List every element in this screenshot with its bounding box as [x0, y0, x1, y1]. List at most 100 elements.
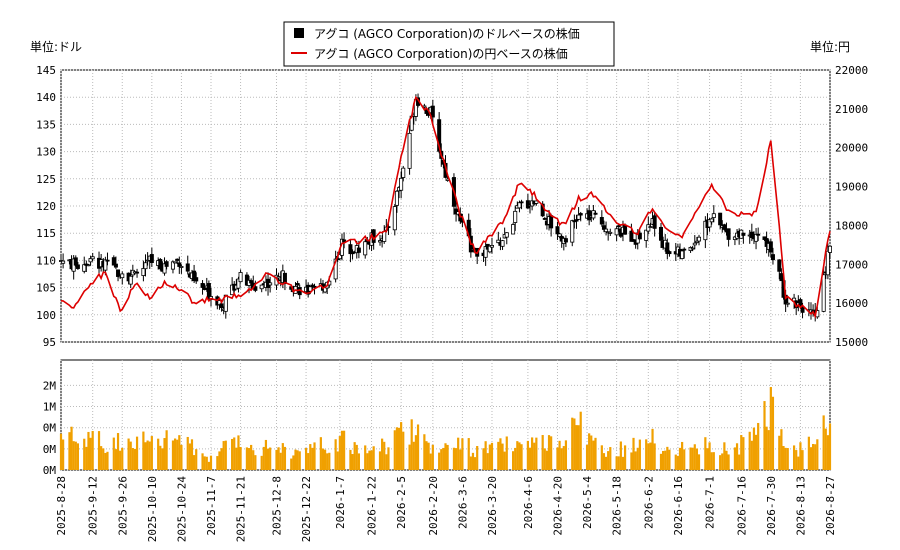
candle-body	[149, 254, 154, 263]
volume-bar	[281, 443, 284, 470]
x-tick-label: 2026-8-13	[794, 476, 807, 536]
x-tick-label: 2026-5-4	[581, 476, 594, 529]
candle-body	[88, 258, 93, 263]
x-tick-label: 2026-4-6	[522, 476, 535, 529]
volume-bar	[602, 453, 606, 470]
volume-bar	[459, 449, 462, 470]
volume-bar	[353, 442, 356, 470]
volume-bar	[319, 437, 322, 470]
volume-bar	[683, 449, 686, 470]
volume-bar	[307, 453, 310, 470]
volume-bar	[550, 436, 553, 470]
volume-bar	[157, 438, 160, 470]
candle-body	[489, 245, 494, 248]
candle-body	[703, 220, 708, 241]
candle-body	[570, 220, 575, 243]
candle-body	[754, 233, 759, 242]
volume-bar	[233, 437, 236, 470]
candle-body	[511, 224, 516, 235]
volume-bar	[497, 441, 500, 470]
volume-bar	[87, 431, 90, 470]
left-tick-label: 135	[36, 118, 56, 131]
volume-bar	[541, 435, 544, 470]
candle-body	[86, 264, 91, 267]
x-tick-label: 2026-6-2	[642, 476, 655, 529]
volume-bar	[188, 443, 191, 470]
volume-bar	[222, 441, 225, 470]
right-tick-label: 15000	[835, 336, 868, 349]
volume-bar	[328, 452, 331, 470]
candle-body	[555, 226, 560, 235]
volume-bar	[116, 433, 120, 470]
volume-bar	[811, 443, 815, 470]
volume-bar	[148, 441, 151, 470]
volume-bar	[237, 435, 240, 470]
volume-bar	[201, 453, 204, 470]
volume-bar	[336, 451, 339, 470]
candle-body	[356, 247, 361, 253]
volume-bar	[600, 445, 603, 470]
volume-bar	[490, 442, 494, 470]
volume-bar	[283, 446, 287, 470]
volume-bar	[59, 433, 63, 470]
volume-bar	[165, 430, 168, 470]
volume-bar	[501, 443, 504, 470]
x-axis: 2025-8-28 2025-9-12 2025-9-26 2025-10-10 202…	[55, 476, 837, 543]
candle-body	[694, 240, 699, 243]
candle-body	[800, 306, 805, 313]
left-tick-label: 100	[36, 309, 56, 322]
right-tick-label: 17000	[835, 258, 868, 271]
volume-bar	[828, 423, 832, 470]
volume-bar	[748, 431, 751, 470]
volume-bar	[264, 439, 268, 470]
candle-body	[120, 273, 125, 279]
volume-bar	[304, 447, 308, 470]
volume-bar	[262, 446, 265, 470]
candle-body	[749, 231, 754, 238]
right-axis: 15000 16000 17000 18000 19000 20000 21000 22000	[835, 64, 868, 349]
volume-bar	[104, 452, 107, 470]
candle-body	[407, 132, 412, 169]
volume-bar	[216, 456, 219, 470]
volume-bar	[321, 448, 325, 470]
x-tick-label: 2026-3-6	[456, 476, 469, 529]
volume-bar	[425, 441, 428, 470]
volume-bar	[231, 438, 234, 470]
volume-bar	[651, 428, 654, 470]
volume-bar	[571, 417, 574, 470]
volume-bar	[535, 437, 538, 470]
volume-bar	[609, 447, 612, 470]
price-grid	[60, 69, 831, 343]
candle-body	[601, 225, 606, 230]
x-tick-label: 2025-10-24	[175, 476, 188, 543]
volume-bar	[577, 425, 580, 470]
volume-bar	[681, 441, 684, 470]
candle-body	[90, 256, 95, 260]
candle-body	[722, 224, 727, 230]
volume-bar	[706, 448, 709, 470]
volume-bar	[277, 447, 280, 470]
volume-bar	[429, 453, 432, 470]
volume-bar	[161, 448, 164, 470]
left-tick-label: 105	[36, 282, 56, 295]
volume-bar	[512, 451, 515, 470]
right-tick-label: 16000	[835, 297, 868, 310]
volume-bar	[171, 440, 175, 470]
x-tick-label: 2026-7-30	[765, 476, 778, 536]
volume-bar	[313, 442, 316, 470]
volume-bar	[203, 456, 206, 470]
volume-bar	[619, 441, 622, 470]
volume-bar	[205, 456, 208, 470]
candle-body	[141, 268, 146, 276]
candle-body	[61, 260, 66, 264]
volume-bar	[579, 411, 582, 470]
x-tick-label: 2026-7-16	[735, 476, 748, 536]
candle-body	[378, 240, 383, 243]
candle-body	[741, 232, 746, 236]
candle-body	[103, 259, 108, 271]
volume-bar	[666, 446, 669, 470]
candle-body	[707, 219, 712, 228]
volume-bar	[575, 425, 578, 470]
volume-bar	[653, 443, 656, 470]
